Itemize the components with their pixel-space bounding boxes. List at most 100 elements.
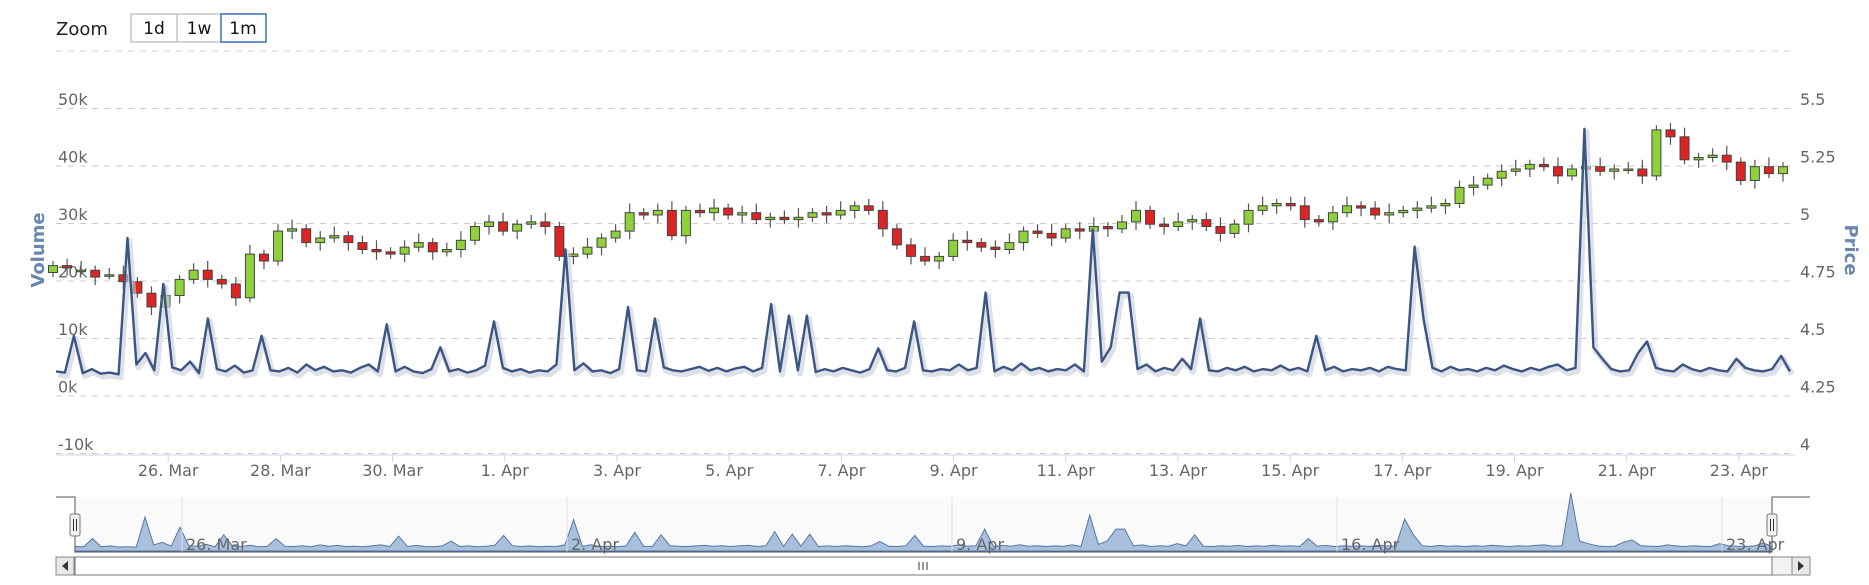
x-tick-label: 3. Apr bbox=[593, 461, 641, 480]
candle-body bbox=[1455, 187, 1464, 203]
candle-body bbox=[597, 238, 606, 247]
candle-body bbox=[372, 250, 381, 252]
candle-body bbox=[414, 243, 423, 248]
price-axis-title: Price bbox=[1840, 224, 1861, 275]
candle bbox=[780, 210, 789, 224]
candle-body bbox=[1146, 210, 1155, 224]
candle bbox=[1610, 164, 1619, 179]
zoom-button-1w-label: 1w bbox=[187, 19, 212, 39]
navigator-label: 26. Mar bbox=[186, 535, 247, 554]
price-tick-label: 4.5 bbox=[1800, 320, 1825, 339]
candle-body bbox=[1539, 164, 1548, 166]
volume-axis-title: Volume bbox=[28, 212, 49, 287]
candle bbox=[1047, 224, 1056, 246]
zoom-button-1m-label: 1m bbox=[229, 19, 256, 39]
candle bbox=[892, 224, 901, 249]
navigator-label: 23. Apr bbox=[1726, 535, 1785, 554]
candle-body bbox=[203, 270, 212, 279]
zoom-controls: Zoom 1d 1w 1m bbox=[56, 14, 266, 42]
candle bbox=[541, 213, 550, 235]
candle bbox=[752, 204, 761, 225]
candle-body bbox=[695, 210, 704, 212]
candle-body bbox=[288, 229, 297, 231]
candle bbox=[1019, 227, 1028, 251]
candle bbox=[1244, 204, 1253, 233]
candle bbox=[259, 250, 268, 270]
candle bbox=[358, 236, 367, 254]
candle-body bbox=[1469, 185, 1478, 187]
candle bbox=[1764, 158, 1773, 179]
candle bbox=[1286, 197, 1295, 211]
candle-body bbox=[105, 275, 114, 277]
price-tick-label: 5.25 bbox=[1800, 148, 1836, 167]
candle-body bbox=[1722, 155, 1731, 162]
x-tick-label: 30. Mar bbox=[362, 461, 423, 480]
candle bbox=[1568, 164, 1577, 180]
candle bbox=[1005, 233, 1014, 254]
candle bbox=[91, 266, 100, 286]
volume-tick-label: 30k bbox=[58, 205, 88, 224]
navigator-right-handle[interactable] bbox=[1767, 514, 1777, 536]
candle bbox=[428, 238, 437, 260]
candle-body bbox=[780, 217, 789, 219]
candle bbox=[1174, 213, 1183, 231]
candle bbox=[1680, 128, 1689, 165]
navigator-background bbox=[75, 497, 1772, 552]
candle bbox=[400, 240, 409, 262]
candle-body bbox=[217, 279, 226, 284]
candle-body bbox=[1441, 204, 1450, 206]
navigator-left-handle[interactable] bbox=[70, 514, 80, 536]
candle-body bbox=[1708, 155, 1717, 157]
candle-body bbox=[358, 243, 367, 250]
candle-body bbox=[147, 293, 156, 307]
candle-body bbox=[1736, 162, 1745, 180]
candle bbox=[1103, 222, 1112, 237]
candle bbox=[1638, 160, 1647, 184]
volume-tick-label: 40k bbox=[58, 148, 88, 167]
candle bbox=[1371, 201, 1380, 219]
candle-body bbox=[91, 270, 100, 277]
candle bbox=[738, 206, 747, 223]
price-tick-label: 4.75 bbox=[1800, 263, 1836, 282]
x-tick-label: 21. Apr bbox=[1598, 461, 1657, 480]
candle-body bbox=[1596, 167, 1605, 172]
candle bbox=[1539, 158, 1548, 172]
candle-body bbox=[752, 213, 761, 220]
candle-body bbox=[1188, 220, 1197, 222]
candle-body bbox=[1117, 222, 1126, 229]
candle bbox=[513, 220, 522, 240]
scrollbar[interactable] bbox=[56, 557, 1810, 575]
candle bbox=[963, 231, 972, 251]
candle bbox=[288, 220, 297, 240]
candle bbox=[414, 233, 423, 251]
candle-body bbox=[1413, 208, 1422, 210]
candle bbox=[245, 245, 254, 303]
candle bbox=[1160, 217, 1169, 234]
candle-body bbox=[1342, 206, 1351, 213]
candle bbox=[372, 240, 381, 260]
navigator[interactable]: 26. Mar 2. Apr 9. Apr 16. Apr 23. Apr bbox=[56, 493, 1810, 554]
candle bbox=[555, 222, 564, 261]
zoom-button-1m[interactable]: 1m bbox=[221, 14, 266, 42]
candle bbox=[766, 213, 775, 228]
candle bbox=[147, 286, 156, 315]
candle-body bbox=[1160, 224, 1169, 226]
volume-tick-label: -10k bbox=[58, 435, 94, 454]
candle bbox=[1399, 206, 1408, 218]
candle bbox=[611, 224, 620, 242]
candle bbox=[724, 204, 733, 220]
zoom-button-1d[interactable]: 1d bbox=[131, 14, 177, 42]
candle-body bbox=[1258, 206, 1267, 211]
candle bbox=[1328, 206, 1337, 230]
candle-body bbox=[274, 231, 283, 261]
candle-body bbox=[527, 222, 536, 224]
candle-body bbox=[1244, 210, 1253, 224]
x-tick-label: 17. Apr bbox=[1373, 461, 1432, 480]
candle bbox=[794, 208, 803, 228]
candle bbox=[1511, 160, 1520, 176]
zoom-button-1w[interactable]: 1w bbox=[177, 14, 221, 42]
candle-body bbox=[1033, 231, 1042, 233]
candle-body bbox=[485, 222, 494, 227]
candle bbox=[527, 215, 536, 229]
